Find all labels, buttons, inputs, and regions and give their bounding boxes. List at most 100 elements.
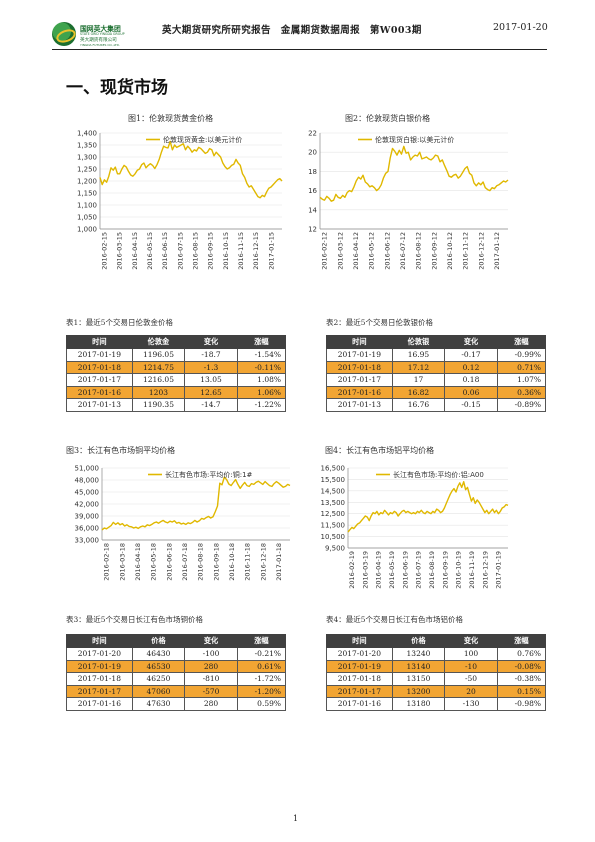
series-line — [319, 145, 509, 202]
table-row: 2017-01-18 1214.75 -1.3 -0.11% — [66, 360, 287, 374]
y-tick-label: 15,500 — [321, 476, 346, 484]
table-caption-3: 表3：最近5个交易日长江有色市场铜价格 — [66, 615, 204, 624]
y-tick-label: 9,500 — [325, 545, 345, 553]
y-tick-label: 12,500 — [321, 510, 346, 518]
cell: 47630 — [131, 697, 186, 711]
cell: 17 — [391, 373, 446, 387]
cell: 13150 — [391, 672, 446, 686]
x-tick-label: 2016-10-15 — [222, 232, 230, 270]
cell: 13200 — [391, 684, 446, 698]
cell: 17.12 — [391, 360, 446, 374]
x-tick-label: 2016-07-19 — [415, 551, 423, 589]
y-tick-label: 42,000 — [75, 501, 100, 509]
cell: -570 — [184, 684, 238, 698]
cell: 2017-01-20 — [326, 647, 393, 661]
x-tick-label: 2016-06-18 — [165, 543, 173, 581]
x-tick-label: 2016-04-18 — [134, 543, 142, 581]
cell: 100 — [444, 647, 498, 661]
table-row: 2017-01-18 17.12 0.12 0.71% — [326, 360, 547, 374]
cell: 2017-01-16 — [66, 385, 133, 399]
cell: 0.59% — [236, 697, 287, 711]
x-tick-label: 2016-03-18 — [118, 543, 126, 581]
table-row: 2017-01-19 46530 280 0.61% — [66, 659, 287, 673]
y-tick-label: 16,500 — [321, 465, 346, 473]
x-tick-label: 2016-11-18 — [244, 543, 252, 581]
cell: -0.11% — [236, 360, 287, 374]
aluminum-price-table: 时间 价格 变化 涨幅 2017-01-20 13240 100 0.76% 2017… — [326, 634, 547, 711]
gold-price-chart: 1,000 1,050 1,100 1,150 1,200 1,250 1,300 1,350… — [77, 130, 283, 270]
table-row: 2017-01-19 13140 -10 -0.08% — [326, 659, 547, 673]
cell: -0.89% — [496, 398, 547, 412]
cell: -1.22% — [236, 398, 287, 412]
logo-cn-name: 国网英大集团 — [80, 25, 121, 33]
series-line — [101, 476, 291, 531]
table-row: 2017-01-18 13150 -50 -0.38% — [326, 672, 547, 686]
y-tick-label: 10,500 — [321, 533, 346, 541]
col-header: 时间 — [326, 335, 393, 349]
cell: 13.05 — [184, 373, 238, 387]
table-row: 2017-01-17 13200 20 0.15% — [326, 684, 547, 698]
y-tick-label: 45,000 — [75, 489, 100, 497]
col-header: 时间 — [66, 634, 133, 648]
x-tick-label: 2016-03-15 — [116, 232, 124, 270]
col-header: 时间 — [326, 634, 393, 648]
col-header: 伦敦银 — [391, 335, 446, 349]
cell: 2017-01-13 — [326, 398, 393, 412]
col-header: 变化 — [184, 634, 238, 648]
x-tick-label: 2016-07-12 — [399, 232, 407, 270]
silver-price-table: 时间 伦敦银 变化 涨幅 2017-01-19 16.95 -0.17 -0.99% … — [326, 335, 547, 412]
series-line — [99, 140, 283, 199]
cell: 0.15% — [496, 684, 547, 698]
cell: -18.7 — [184, 348, 238, 362]
table-caption-1: 表1：最近5个交易日伦敦金价格 — [66, 318, 174, 327]
page-header: 国网英大集团 STATE GRID YINGDA GROUP 英大期货有限公司 … — [0, 0, 595, 58]
x-tick-label: 2017-01-18 — [275, 543, 283, 581]
cell: 2017-01-19 — [66, 659, 133, 673]
x-tick-label: 2016-10-12 — [446, 232, 454, 270]
cell: 2017-01-18 — [326, 360, 393, 374]
cell: 20 — [444, 684, 498, 698]
cell: 13140 — [391, 659, 446, 673]
x-tick-label: 2016-08-19 — [428, 551, 436, 589]
x-tick-label: 2016-12-15 — [252, 232, 260, 270]
cell: 2017-01-19 — [326, 659, 393, 673]
y-tick-label: 16 — [308, 187, 317, 195]
x-tick-label: 2016-05-12 — [368, 232, 376, 270]
logo-sub-cn: 英大期货有限公司 — [80, 38, 117, 43]
col-header: 涨幅 — [496, 335, 547, 349]
cell: 0.71% — [496, 360, 547, 374]
table-row: 2017-01-20 13240 100 0.76% — [326, 647, 547, 661]
table-row: 2017-01-16 16.82 0.06 0.36% — [326, 385, 547, 399]
table-row: 2017-01-19 16.95 -0.17 -0.99% — [326, 348, 547, 362]
cell: 2017-01-16 — [326, 697, 393, 711]
y-tick-label: 14 — [308, 206, 317, 214]
cell: 2017-01-17 — [66, 373, 133, 387]
legend-label: 长江有色市场:平均价:铜:1# — [165, 470, 253, 479]
x-tick-label: 2016-09-18 — [212, 543, 220, 581]
cell: 46530 — [131, 659, 186, 673]
x-tick-label: 2016-06-19 — [401, 551, 409, 589]
cell: -1.20% — [236, 684, 287, 698]
x-tick-label: 2016-09-19 — [441, 551, 449, 589]
x-tick-label: 2016-04-15 — [131, 232, 139, 270]
cell: 1190.35 — [131, 398, 186, 412]
cell: 2017-01-16 — [66, 697, 133, 711]
table-row: 2017-01-16 47630 280 0.59% — [66, 697, 287, 711]
series-line — [347, 481, 509, 533]
x-tick-label: 2017-01-12 — [493, 232, 501, 270]
x-tick-label: 2016-12-18 — [259, 543, 267, 581]
x-tick-label: 2016-10-19 — [455, 551, 463, 589]
x-tick-label: 2016-09-15 — [207, 232, 215, 270]
y-tick-label: 13,500 — [321, 499, 346, 507]
y-tick-label: 36,000 — [75, 525, 100, 533]
table-row: 2017-01-13 1190.35 -14.7 -1.22% — [66, 398, 287, 412]
x-tick-label: 2016-08-12 — [415, 232, 423, 270]
y-tick-label: 1,300 — [77, 154, 97, 162]
table-row: 2017-01-18 46250 -810 -1.72% — [66, 672, 287, 686]
x-tick-label: 2016-04-12 — [352, 232, 360, 270]
y-tick-label: 18 — [308, 168, 317, 176]
col-header: 变化 — [444, 335, 498, 349]
table-row: 2017-01-13 16.76 -0.15 -0.89% — [326, 398, 547, 412]
cell: -50 — [444, 672, 498, 686]
table-row: 2017-01-19 1196.05 -18.7 -1.54% — [66, 348, 287, 362]
